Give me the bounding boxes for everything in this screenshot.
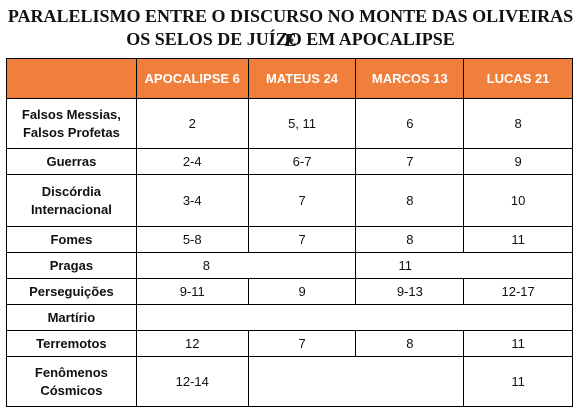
row-label-line: Cósmicos <box>40 382 103 398</box>
table-row: Terremotos 12 7 8 11 <box>6 330 573 357</box>
cell-apocalipse-mateus-merged: 8 <box>135 252 357 279</box>
cell-mateus: 5, 11 <box>247 98 357 149</box>
table-row: Perseguições 9-11 9 9-13 12-17 <box>6 278 573 305</box>
cell-marcos: 8 <box>355 174 465 227</box>
row-label: Terremotos <box>6 330 137 357</box>
cell-lucas: 9 <box>463 148 573 175</box>
row-label-line: Falsos Messias, <box>21 106 121 122</box>
cell-lucas: 10 <box>463 174 573 227</box>
cell-apocalipse: 2-4 <box>135 148 249 175</box>
row-label-line: Falsos Profetas <box>22 124 120 140</box>
cell-mateus: 7 <box>247 174 357 227</box>
table-row: Fomes 5-8 7 8 11 <box>6 226 573 253</box>
cell-marcos: 6 <box>355 98 465 149</box>
header-lucas: LUCAS 21 <box>463 58 573 99</box>
header-mateus: MATEUS 24 <box>247 58 357 99</box>
cell-lucas: 11 <box>463 226 573 253</box>
parallelism-table: APOCALIPSE 6 MATEUS 24 MARCOS 13 LUCAS 2… <box>6 58 574 407</box>
cell-marcos-lucas-merged: 11 <box>355 252 573 279</box>
cell-apocalipse: 5-8 <box>135 226 249 253</box>
cell-mateus: 6-7 <box>247 148 357 175</box>
cell-marcos: 9-13 <box>355 278 465 305</box>
table-row: Fenômenos Cósmicos 12-14 11 <box>6 356 573 407</box>
title-line-2: OS SELOS DE JUÍZO EM APOCALIPSE <box>126 29 455 49</box>
cell-lucas: 11 <box>463 356 573 407</box>
header-blank-cell <box>6 58 137 99</box>
cell-marcos: 8 <box>355 226 465 253</box>
row-label: Pragas <box>6 252 137 279</box>
row-label: Discórdia Internacional <box>6 174 137 227</box>
table-row: Discórdia Internacional 3-4 7 8 10 <box>6 174 573 227</box>
row-label-line: Internacional <box>30 201 112 217</box>
cell-mateus: 9 <box>247 278 357 305</box>
cell-apocalipse: 3-4 <box>135 174 249 227</box>
table-row: Pragas 8 11 <box>6 252 573 279</box>
header-marcos: MARCOS 13 <box>355 58 465 99</box>
cell-mateus: 7 <box>247 330 357 357</box>
cell-mateus-marcos-merged <box>247 356 465 407</box>
table-row: Martírio <box>6 304 574 331</box>
row-label: Martírio <box>6 304 137 331</box>
cell-marcos: 7 <box>355 148 465 175</box>
header-apocalipse: APOCALIPSE 6 <box>135 58 249 99</box>
row-label: Perseguições <box>6 278 137 305</box>
table-header-row: APOCALIPSE 6 MATEUS 24 MARCOS 13 LUCAS 2… <box>6 58 573 99</box>
row-label: Fenômenos Cósmicos <box>6 356 137 407</box>
cell-lucas: 8 <box>463 98 573 149</box>
cell-marcos: 8 <box>355 330 465 357</box>
table-row: Falsos Messias, Falsos Profetas 2 5, 11 6… <box>6 98 573 149</box>
cell-lucas: 12-17 <box>463 278 573 305</box>
cell-apocalipse: 12 <box>135 330 249 357</box>
cell-empty-merged <box>135 304 574 331</box>
row-label-line: Discórdia <box>41 183 102 199</box>
row-label-line: Fenômenos <box>34 364 108 380</box>
cell-mateus: 7 <box>247 226 357 253</box>
table-row: Guerras 2-4 6-7 7 9 <box>6 148 573 175</box>
cell-apocalipse: 12-14 <box>135 356 249 407</box>
row-label: Guerras <box>6 148 137 175</box>
title-line-1: PARALELISMO ENTRE O DISCURSO NO MONTE DA… <box>7 6 574 50</box>
row-label: Fomes <box>6 226 137 253</box>
row-label: Falsos Messias, Falsos Profetas <box>6 98 137 149</box>
cell-lucas: 11 <box>463 330 573 357</box>
cell-apocalipse: 9-11 <box>135 278 249 305</box>
cell-apocalipse: 2 <box>135 98 249 149</box>
